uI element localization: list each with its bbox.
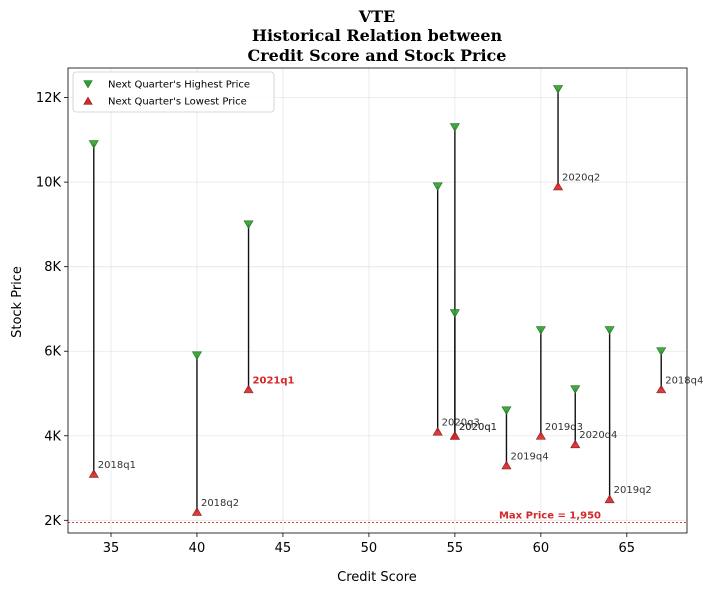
low-price-marker xyxy=(432,426,443,436)
x-tick-label: 50 xyxy=(361,541,378,556)
y-tick-label: 4K xyxy=(44,429,61,444)
legend-box xyxy=(72,71,275,113)
point-label: 2020q1 xyxy=(459,422,497,433)
x-axis-label: Credit Score xyxy=(337,570,417,585)
y-axis-label: Stock Price xyxy=(10,266,25,338)
low-price-marker xyxy=(88,469,99,478)
x-tick-label: 35 xyxy=(103,541,120,556)
y-tick-label: 8K xyxy=(44,260,61,275)
legend-marker-low xyxy=(83,96,93,105)
high-price-marker xyxy=(501,406,512,416)
high-price-marker xyxy=(243,220,254,230)
point-label: 2020q3 xyxy=(442,418,480,429)
point-label: 2021q1 xyxy=(253,375,295,386)
legend-label-high: Next Quarter's Highest Price xyxy=(108,80,250,91)
x-tick-label: 65 xyxy=(619,541,636,556)
high-price-marker xyxy=(535,326,546,335)
low-price-marker xyxy=(604,494,615,504)
chart-title: VTE Historical Relation between Credit S… xyxy=(248,7,507,65)
reference-line-label: Max Price = 1,950 xyxy=(499,510,601,521)
high-price-marker xyxy=(656,347,667,356)
high-price-marker xyxy=(449,309,460,318)
reference-line-group: Max Price = 1,950 xyxy=(68,510,687,523)
low-price-marker xyxy=(570,439,581,449)
point-label: 2018q2 xyxy=(201,498,239,509)
low-price-marker xyxy=(449,431,460,440)
chart-title-line-2: Historical Relation between xyxy=(252,26,503,45)
point-label: 2019q2 xyxy=(614,485,652,496)
point-label: 2018q1 xyxy=(98,460,136,471)
low-price-marker xyxy=(191,507,202,516)
high-price-marker xyxy=(449,123,460,132)
y-tick-label: 10K xyxy=(36,176,62,191)
point-label: 2020q4 xyxy=(579,430,617,441)
high-price-marker xyxy=(553,85,564,94)
high-price-marker xyxy=(604,326,615,335)
legend-marker-high xyxy=(83,80,93,89)
x-tick-label: 55 xyxy=(447,541,464,556)
grid xyxy=(68,68,687,533)
point-label: 2020q2 xyxy=(562,172,600,183)
y-tick-label: 2K xyxy=(44,514,61,529)
point-label: 2019q3 xyxy=(545,422,583,433)
low-price-marker xyxy=(656,384,667,394)
low-price-marker xyxy=(501,460,512,470)
high-price-marker xyxy=(191,351,202,361)
high-price-marker xyxy=(570,385,581,394)
chart-title-line-3: Credit Score and Stock Price xyxy=(248,46,507,65)
low-price-marker xyxy=(553,181,564,191)
y-tick-label: 12K xyxy=(36,91,62,106)
data-layer: 2018q12018q22021q12020q32020q12020q12019… xyxy=(88,85,703,516)
x-tick-label: 40 xyxy=(189,541,206,556)
x-tick-label: 60 xyxy=(533,541,550,556)
high-price-marker xyxy=(88,140,99,149)
low-price-marker xyxy=(243,384,254,394)
point-label: 2018q4 xyxy=(665,375,703,386)
low-price-marker xyxy=(535,431,546,440)
legend: Next Quarter's Highest Price Next Quarter… xyxy=(72,71,275,113)
point-label: 2020q1 xyxy=(459,422,497,433)
x-tick-label: 45 xyxy=(275,541,292,556)
chart-title-line-1: VTE xyxy=(358,7,396,26)
y-tick-label: 6K xyxy=(44,345,61,360)
high-price-marker xyxy=(432,182,443,192)
axes: 35 40 45 50 55 60 65 2K 4K 6K 8K 10K 12K xyxy=(36,67,688,556)
point-label: 2019q4 xyxy=(510,451,548,462)
plot-frame xyxy=(67,67,688,534)
legend-label-low: Next Quarter's Lowest Price xyxy=(108,97,247,108)
